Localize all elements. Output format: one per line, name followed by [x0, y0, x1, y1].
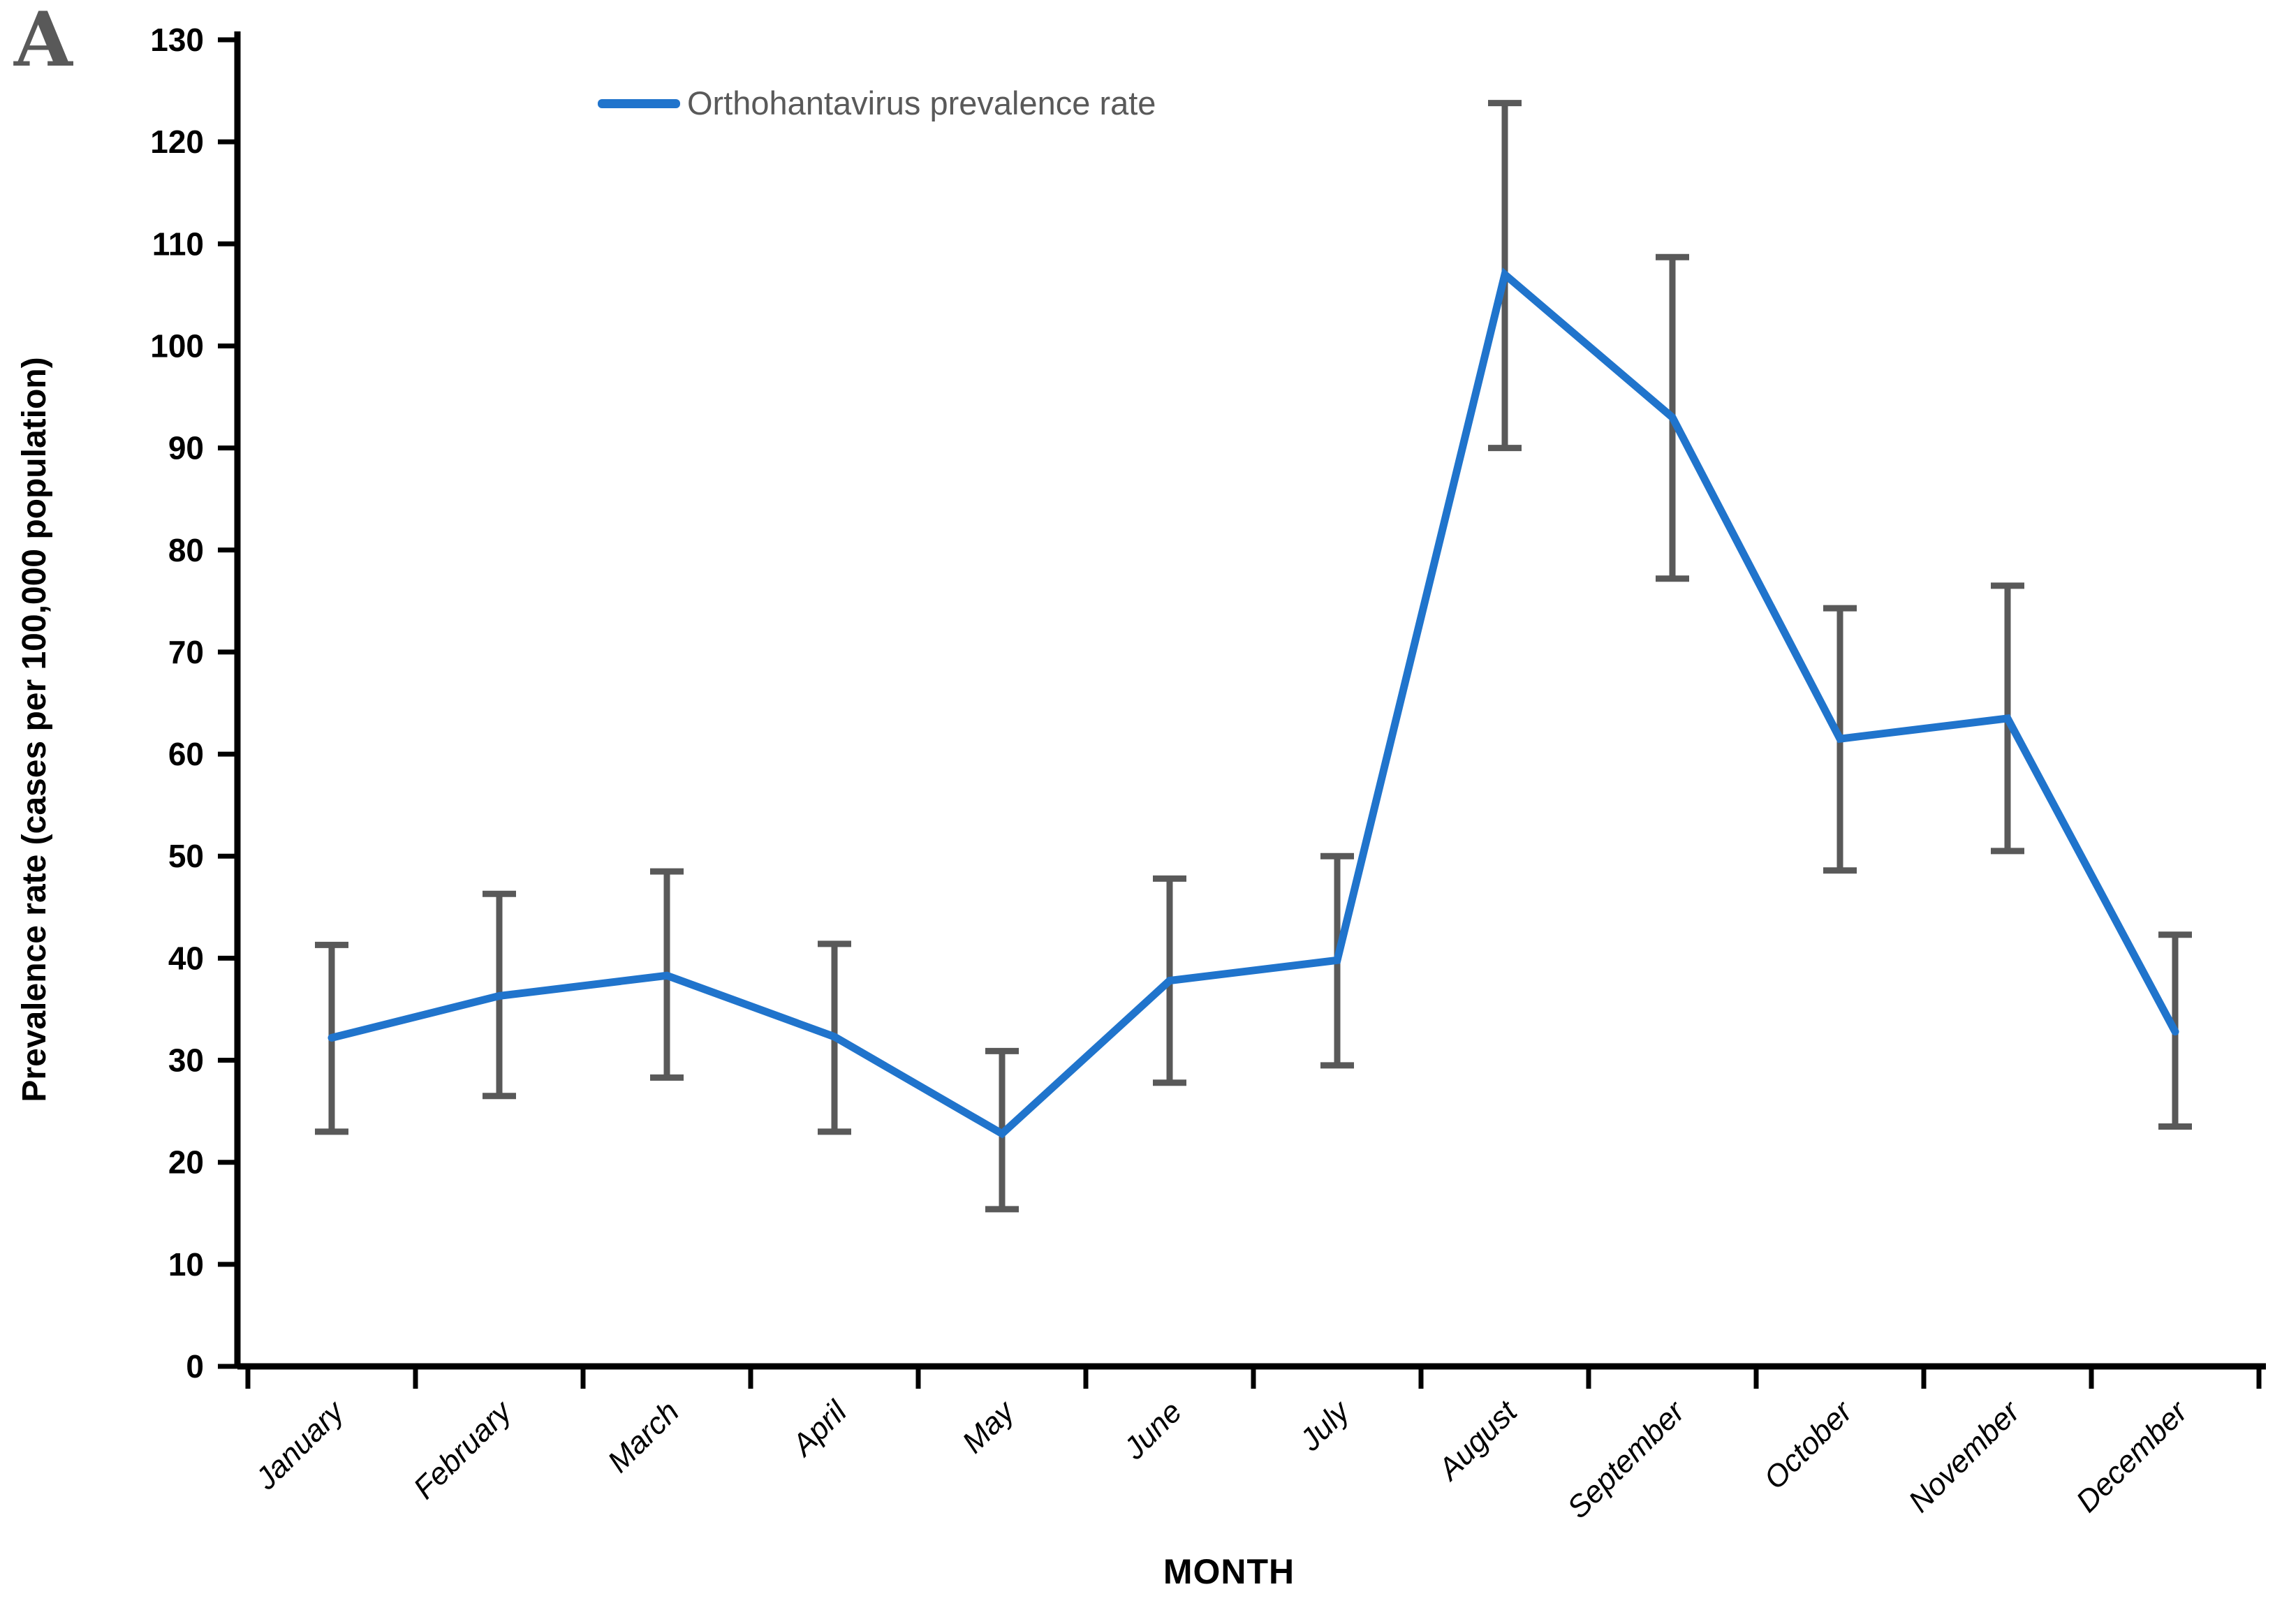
y-tick-label: 60 [168, 736, 204, 772]
chart-legend: Orthohantavirus prevalence rate [598, 82, 1156, 124]
x-category-label: February [407, 1393, 520, 1505]
x-category-label: April [784, 1394, 854, 1464]
x-category-label: May [956, 1393, 1023, 1460]
x-category-label: August [1430, 1394, 1524, 1488]
x-category-label: January [249, 1393, 352, 1496]
x-axis-title: MONTH [1163, 1552, 1295, 1591]
y-tick-label: 40 [168, 940, 204, 976]
x-category-label: November [1902, 1394, 2028, 1519]
legend-line-swatch [598, 98, 680, 108]
x-category-label: September [1561, 1394, 1692, 1525]
x-category-label: March [601, 1394, 686, 1479]
y-tick-label: 80 [168, 532, 204, 568]
legend-label: Orthohantavirus prevalence rate [687, 84, 1156, 121]
y-tick-label: 30 [168, 1042, 204, 1079]
y-tick-label: 50 [168, 838, 204, 874]
y-tick-label: 120 [150, 124, 204, 160]
y-tick-label: 100 [150, 327, 204, 364]
x-category-label: July [1293, 1393, 1357, 1458]
y-tick-label: 90 [168, 430, 204, 466]
panel-label: A [14, 0, 73, 84]
y-tick-label: 110 [152, 226, 204, 262]
series-line [327, 267, 2179, 1139]
y-tick-label: 10 [168, 1246, 204, 1283]
y-tick-label: 70 [168, 634, 204, 670]
y-tick-label: 130 [150, 22, 204, 58]
y-tick-label: 0 [186, 1348, 204, 1385]
y-axis-title: Prevalence rate (cases per 100,000 popul… [16, 357, 53, 1102]
y-tick-label: 20 [168, 1144, 204, 1181]
x-category-label: October [1758, 1394, 1860, 1496]
x-category-label: December [2070, 1394, 2195, 1519]
x-category-label: June [1117, 1394, 1188, 1466]
